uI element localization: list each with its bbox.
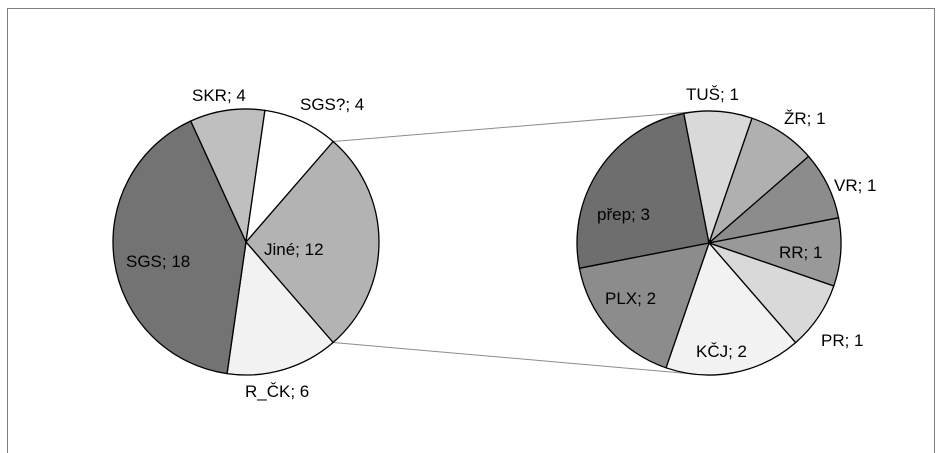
connector-line-top — [333, 111, 698, 142]
slice-label-pr: PR; 1 — [821, 331, 864, 350]
chart-area — [7, 8, 935, 453]
secondary-slice-plx — [578, 242, 710, 369]
primary-slice-sgs — [112, 120, 247, 375]
slice-label-kcj: KČJ; 2 — [696, 342, 747, 361]
slice-label-zr: ŽR; 1 — [784, 109, 826, 128]
secondary-slice-p-ep — [576, 112, 710, 269]
secondary-slice-k-j — [665, 241, 797, 376]
data-labels: Jiné; 12 R_ČK; 6 SGS; 18 SKR; 4 SGS?; 4 … — [126, 85, 877, 401]
primary-pie — [112, 108, 380, 376]
slice-label-skr: SKR; 4 — [192, 86, 246, 105]
slice-label-vr: VR; 1 — [834, 176, 877, 195]
slice-label-sgs: SGS; 18 — [126, 252, 190, 271]
secondary-pie — [576, 110, 842, 376]
slice-label-plx: PLX; 2 — [605, 289, 656, 308]
slice-label-rr: RR; 1 — [779, 243, 822, 262]
slice-label-jine: Jiné; 12 — [264, 240, 324, 259]
primary-slice-sgs- — [245, 109, 335, 245]
connector-lines — [333, 111, 698, 375]
slice-label-tus: TUŠ; 1 — [686, 85, 739, 104]
slice-label-r-ck: R_ČK; 6 — [245, 382, 309, 401]
primary-slice-r-k — [226, 240, 335, 376]
slice-label-prep: přep; 3 — [597, 205, 650, 224]
connector-line-bottom — [333, 342, 691, 375]
slice-label-sgs-q: SGS?; 4 — [300, 95, 364, 114]
primary-slice-jin- — [245, 140, 380, 344]
secondary-slice-tu- — [683, 110, 753, 246]
